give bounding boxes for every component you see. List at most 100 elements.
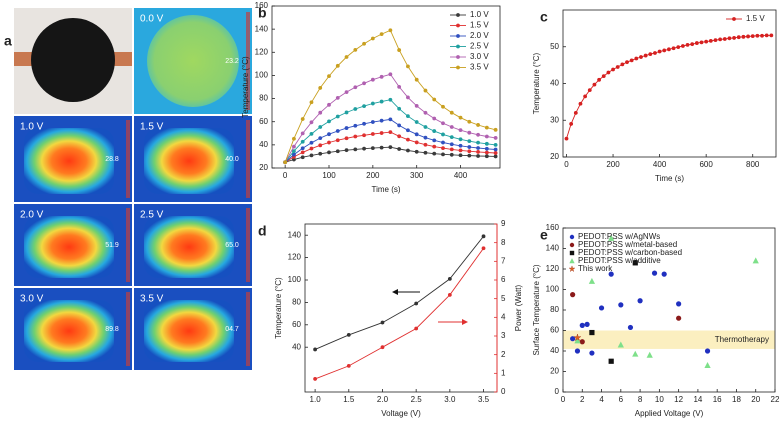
marker — [344, 148, 349, 153]
thermal-spot — [24, 128, 114, 194]
marker — [625, 60, 629, 65]
y2-tick-label: 6 — [501, 275, 506, 284]
y-tick-label: 140 — [255, 24, 269, 33]
x-tick-label: 3.5 — [478, 395, 490, 404]
marker — [651, 270, 658, 276]
marker — [755, 33, 760, 38]
marker — [608, 358, 614, 364]
image-voltage: 0.0 V — [140, 14, 164, 25]
marker — [313, 347, 318, 352]
marker — [760, 33, 764, 38]
x-tick-label: 2 — [580, 395, 585, 404]
y-tick-label: 160 — [546, 223, 560, 232]
y-tick-label: 50 — [550, 42, 559, 51]
y-tick-label: 80 — [259, 94, 268, 103]
color-scale — [126, 120, 130, 198]
marker — [406, 95, 410, 100]
x-tick-label: 0 — [564, 160, 569, 169]
marker — [432, 144, 437, 149]
y2-tick-label: 2 — [501, 350, 506, 359]
marker — [335, 114, 340, 119]
marker — [653, 51, 657, 55]
marker — [476, 150, 480, 154]
marker — [736, 35, 741, 40]
marker — [432, 151, 437, 156]
y2-tick-label: 8 — [501, 238, 506, 247]
x-axis-label: Voltage (V) — [381, 409, 421, 418]
marker — [335, 63, 340, 68]
y2-tick-label: 7 — [501, 256, 506, 265]
marker — [432, 97, 437, 102]
marker — [441, 132, 445, 137]
marker — [458, 153, 463, 158]
marker — [722, 37, 727, 41]
panel-label: b — [258, 5, 267, 21]
marker — [484, 141, 489, 146]
band — [563, 330, 775, 349]
marker — [353, 147, 358, 152]
marker — [493, 151, 498, 155]
marker — [481, 234, 486, 239]
marker — [441, 152, 445, 157]
y-tick-label: 40 — [550, 79, 559, 88]
marker — [300, 150, 305, 155]
x-tick-label: 10 — [655, 395, 664, 404]
marker — [432, 129, 437, 133]
marker — [309, 131, 314, 136]
marker — [657, 49, 662, 54]
marker — [441, 121, 445, 126]
marker — [362, 121, 366, 126]
legend-label: 1.5 V — [470, 21, 489, 30]
marker — [388, 117, 393, 122]
marker — [388, 145, 393, 150]
marker — [414, 132, 419, 137]
legend-label: 1.5 V — [746, 14, 765, 23]
x-tick-label: 8 — [638, 395, 643, 404]
marker — [406, 64, 410, 69]
color-scale — [126, 292, 130, 366]
marker — [570, 292, 576, 298]
x-tick-label: 14 — [693, 395, 702, 404]
marker — [476, 132, 480, 137]
marker — [397, 123, 402, 128]
marker — [449, 125, 454, 129]
marker — [318, 136, 323, 141]
marker — [318, 125, 323, 129]
marker — [632, 260, 638, 266]
marker — [423, 135, 428, 140]
x-tick-label: 6 — [619, 395, 624, 404]
marker — [292, 136, 296, 141]
marker — [370, 146, 375, 150]
marker — [335, 129, 340, 133]
marker — [406, 148, 410, 153]
image-voltage: 2.5 V — [140, 210, 164, 221]
y-tick-label: 80 — [292, 298, 301, 307]
marker — [608, 234, 615, 241]
marker — [441, 140, 445, 145]
marker — [662, 48, 667, 53]
x-tick-label: 22 — [771, 395, 780, 404]
y-tick-label: 120 — [255, 47, 269, 56]
image-voltage: 1.5 V — [140, 122, 164, 133]
marker — [458, 143, 463, 148]
marker — [713, 38, 718, 43]
legend-marker — [456, 44, 460, 49]
marker — [484, 134, 489, 139]
marker — [353, 85, 358, 90]
y2-axis-label: Power (Watt) — [514, 284, 523, 331]
legend-marker — [456, 13, 460, 17]
marker — [313, 377, 318, 381]
marker — [627, 324, 634, 331]
marker — [484, 154, 489, 159]
marker — [467, 139, 472, 144]
marker — [423, 88, 428, 93]
marker — [578, 101, 583, 106]
marker — [589, 329, 595, 336]
legend-label: PEDOT:PSS w/additive — [578, 256, 661, 265]
marker — [750, 34, 755, 38]
x-tick-label: 200 — [366, 171, 380, 180]
marker — [362, 104, 366, 108]
marker — [414, 120, 419, 124]
y-tick-label: 120 — [288, 253, 302, 262]
marker — [432, 116, 437, 121]
